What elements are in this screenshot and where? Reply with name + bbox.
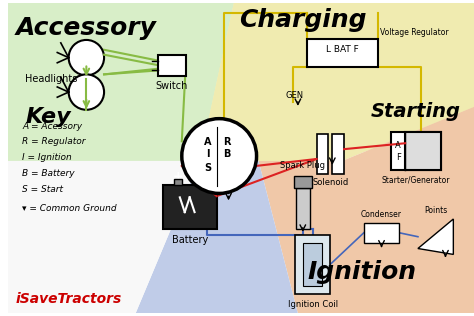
Text: Battery: Battery xyxy=(172,235,208,245)
FancyBboxPatch shape xyxy=(198,179,205,185)
Polygon shape xyxy=(136,161,298,313)
Polygon shape xyxy=(8,3,474,161)
Text: GEN: GEN xyxy=(285,90,303,100)
Text: S = Start: S = Start xyxy=(22,185,64,194)
Text: Solenoid: Solenoid xyxy=(312,178,348,187)
Text: -: - xyxy=(199,170,204,183)
FancyBboxPatch shape xyxy=(332,134,344,174)
Polygon shape xyxy=(8,3,234,161)
Text: A: A xyxy=(204,137,211,147)
FancyBboxPatch shape xyxy=(303,243,322,286)
Text: I: I xyxy=(206,149,209,159)
Text: B: B xyxy=(223,149,231,159)
FancyBboxPatch shape xyxy=(296,187,310,229)
Text: A = Acessory: A = Acessory xyxy=(22,122,82,131)
Text: Switch: Switch xyxy=(156,81,188,91)
Text: Points: Points xyxy=(424,206,447,215)
FancyBboxPatch shape xyxy=(174,179,182,185)
Text: Accessory: Accessory xyxy=(16,16,157,40)
Circle shape xyxy=(182,118,256,193)
Text: Voltage Regulator: Voltage Regulator xyxy=(380,28,448,37)
Text: Spark Plug: Spark Plug xyxy=(280,161,325,170)
Text: F: F xyxy=(396,154,401,162)
FancyBboxPatch shape xyxy=(307,39,378,66)
Text: Ignition: Ignition xyxy=(307,260,416,284)
Text: A: A xyxy=(395,141,401,150)
Text: B = Battery: B = Battery xyxy=(22,169,75,178)
Circle shape xyxy=(69,74,104,110)
FancyBboxPatch shape xyxy=(158,55,186,76)
Polygon shape xyxy=(8,3,234,156)
FancyBboxPatch shape xyxy=(294,176,312,187)
FancyBboxPatch shape xyxy=(392,132,440,170)
Text: Starting: Starting xyxy=(371,102,461,121)
Text: Starter/Generator: Starter/Generator xyxy=(382,176,450,185)
Polygon shape xyxy=(136,3,474,161)
FancyBboxPatch shape xyxy=(405,132,440,170)
Text: Key: Key xyxy=(26,107,71,127)
Polygon shape xyxy=(8,161,200,313)
FancyBboxPatch shape xyxy=(364,223,399,243)
Text: L BAT F: L BAT F xyxy=(326,45,358,54)
Text: Condenser: Condenser xyxy=(361,210,402,219)
Text: I = Ignition: I = Ignition xyxy=(22,153,72,162)
Text: +: + xyxy=(173,170,183,183)
Text: R: R xyxy=(223,137,231,147)
Text: R = Regulator: R = Regulator xyxy=(22,137,86,146)
Text: S: S xyxy=(204,163,211,173)
Circle shape xyxy=(69,40,104,75)
Text: ▾ = Common Ground: ▾ = Common Ground xyxy=(22,204,117,213)
Text: iSaveTractors: iSaveTractors xyxy=(16,292,122,306)
FancyBboxPatch shape xyxy=(295,235,330,294)
FancyBboxPatch shape xyxy=(163,185,217,229)
Polygon shape xyxy=(418,219,453,254)
Polygon shape xyxy=(258,3,474,313)
FancyBboxPatch shape xyxy=(317,134,328,174)
Text: Charging: Charging xyxy=(239,9,366,33)
Text: Headlights: Headlights xyxy=(26,74,78,84)
Text: Ignition Coil: Ignition Coil xyxy=(288,300,337,309)
